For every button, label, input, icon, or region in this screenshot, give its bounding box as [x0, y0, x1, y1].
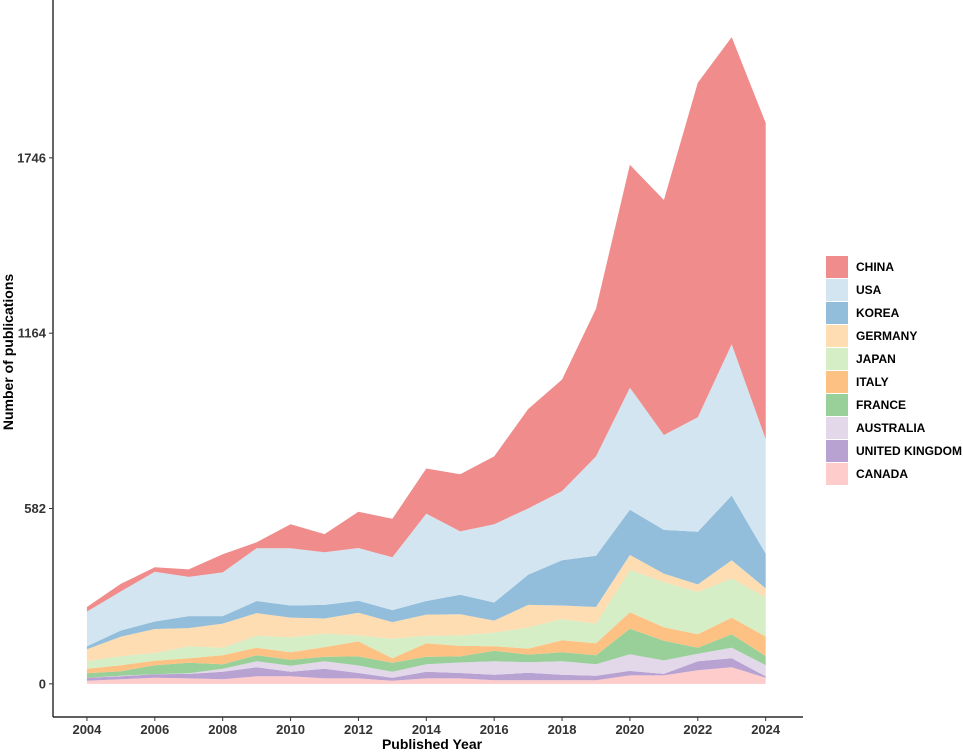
x-axis-ticks: 2004 2006 2008 2010 2012 2014 2016 2018 2020 2022… — [72, 717, 781, 737]
legend-swatch — [826, 370, 848, 393]
area-germany — [86, 554, 766, 662]
legend-item-italy: ITALY — [826, 370, 962, 393]
legend-swatch — [826, 347, 848, 370]
legend-swatch — [826, 255, 848, 278]
area-australia — [86, 647, 766, 678]
area-canada — [86, 667, 766, 684]
x-tick-label: 2020 — [615, 722, 644, 737]
legend-swatch — [826, 462, 848, 485]
area-france — [86, 628, 766, 678]
legend-swatch — [826, 324, 848, 347]
legend-item-france: FRANCE — [826, 393, 962, 416]
legend-label: USA — [856, 282, 882, 297]
x-tick-label: 2012 — [344, 722, 373, 737]
x-tick-label: 2018 — [548, 722, 577, 737]
area-japan — [86, 570, 766, 669]
area-united-kingdom — [86, 658, 766, 681]
x-tick-label: 2014 — [412, 722, 442, 737]
y-axis-title: Number of publications — [0, 274, 16, 431]
legend-label: GERMANY — [856, 328, 918, 343]
legend-item-australia: AUSTRALIA — [826, 416, 962, 439]
legend-swatch — [826, 393, 848, 416]
legend-label: AUSTRALIA — [856, 420, 926, 435]
y-tick-label: 582 — [24, 501, 46, 516]
legend-swatch — [826, 416, 848, 439]
y-tick-label: 1164 — [18, 326, 47, 341]
legend-item-korea: KOREA — [826, 301, 962, 324]
area-layers — [86, 37, 766, 684]
x-axis-title: Published Year — [382, 736, 483, 752]
legend-label: UNITED KINGDOM — [856, 443, 962, 458]
x-tick-label: 2004 — [72, 722, 102, 737]
legend-item-canada: CANADA — [826, 462, 962, 485]
legend-label: KOREA — [856, 305, 900, 320]
y-axis-ticks: 0 582 1164 1746 — [17, 150, 53, 691]
legend-item-germany: GERMANY — [826, 324, 962, 347]
legend-label: FRANCE — [856, 397, 906, 412]
x-tick-label: 2006 — [140, 722, 169, 737]
x-tick-label: 2010 — [276, 722, 305, 737]
legend-label: ITALY — [856, 374, 889, 389]
legend-item-china: CHINA — [826, 255, 962, 278]
y-tick-label: 1746 — [17, 150, 46, 165]
y-tick-label: 0 — [39, 676, 46, 691]
legend-swatch — [826, 439, 848, 462]
x-tick-label: 2016 — [480, 722, 509, 737]
legend-item-united-kingdom: UNITED KINGDOM — [826, 439, 962, 462]
legend-swatch — [826, 301, 848, 324]
x-tick-label: 2024 — [751, 722, 781, 737]
x-tick-label: 2022 — [683, 722, 712, 737]
area-usa — [86, 344, 766, 647]
x-tick-label: 2008 — [208, 722, 237, 737]
legend-label: CANADA — [856, 466, 908, 481]
legend-label: JAPAN — [856, 351, 896, 366]
legend-label: CHINA — [856, 259, 894, 274]
legend-item-japan: JAPAN — [826, 347, 962, 370]
chart-legend: CHINA USA KOREA GERMANY JAPAN ITALY FRANCE AUST… — [826, 255, 962, 485]
area-china — [86, 37, 766, 612]
legend-item-usa: USA — [826, 278, 962, 301]
area-korea — [86, 495, 766, 650]
legend-swatch — [826, 278, 848, 301]
